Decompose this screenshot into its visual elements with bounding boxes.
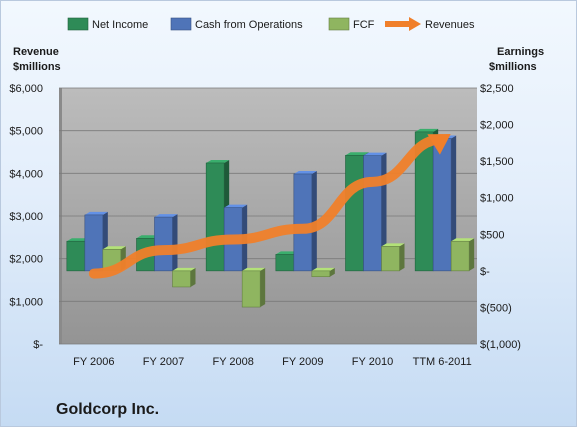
bar-fcf — [241, 270, 261, 308]
left-tick-label: $6,000 — [9, 83, 43, 95]
revenues-arrowhead — [427, 133, 451, 155]
bar-side-cash-from-operations — [172, 214, 178, 271]
left-tick-label: $2,000 — [9, 254, 43, 266]
bar-top-net-income — [66, 238, 90, 242]
legend-label-net-income: Net Income — [92, 19, 148, 31]
bar-top-net-income — [136, 235, 160, 239]
left-tick-label: $5,000 — [9, 126, 43, 138]
category-label: FY 2007 — [143, 356, 184, 368]
bar-side-fcf — [329, 267, 335, 277]
bar-top-net-income — [415, 128, 439, 132]
bar-side-cash-from-operations — [311, 170, 317, 271]
left-tick-label: $3,000 — [9, 211, 43, 223]
bar-top-fcf — [102, 246, 126, 250]
bar-top-net-income — [206, 159, 230, 163]
bar-cash-from-operations — [84, 214, 104, 272]
right-tick-label: $1,500 — [480, 156, 514, 168]
chart-title: Goldcorp Inc. — [56, 401, 159, 418]
right-tick-label: $1,000 — [480, 193, 514, 205]
left-axis-label-line2: $millions — [13, 61, 61, 73]
bar-top-net-income — [345, 152, 369, 156]
bar-side-fcf — [399, 243, 405, 271]
left-tick-label: $1,000 — [9, 296, 43, 308]
category-label: FY 2008 — [212, 356, 253, 368]
legend-swatch-net-income — [67, 17, 89, 31]
category-label: FY 2009 — [282, 356, 323, 368]
bar-top-cash-from-operations — [363, 152, 387, 156]
bar-side-cash-from-operations — [451, 135, 457, 271]
left-tick-label: $- — [33, 339, 43, 351]
right-axis-label-line1: Earnings — [497, 46, 544, 58]
revenues-line — [88, 134, 448, 279]
bar-cash-from-operations — [154, 216, 173, 272]
bar-net-income — [66, 240, 86, 272]
bar-fcf — [172, 270, 191, 288]
right-axis-label-line2: $millions — [489, 61, 537, 73]
legend-label-revenues: Revenues — [425, 19, 475, 31]
legend-label-cash-from-operations: Cash from Operations — [195, 19, 303, 31]
bar-top-cash-from-operations — [293, 170, 317, 174]
bar-net-income — [205, 162, 225, 272]
bar-net-income — [345, 154, 364, 272]
bar-top-fcf — [381, 243, 405, 247]
bar-fcf — [450, 240, 470, 272]
category-label: FY 2006 — [73, 356, 114, 368]
bar-net-income — [275, 254, 295, 272]
category-label: FY 2010 — [352, 356, 393, 368]
bar-top-cash-from-operations — [154, 214, 178, 218]
bar-cash-from-operations — [363, 155, 382, 272]
right-tick-label: $2,000 — [480, 120, 514, 132]
right-tick-label: $(500) — [480, 302, 512, 314]
legend-swatch-fcf — [328, 17, 350, 31]
bar-cash-from-operations — [432, 138, 452, 272]
right-tick-label: $500 — [480, 229, 504, 241]
right-tick-label: $2,500 — [480, 83, 514, 95]
bar-side-fcf — [260, 267, 266, 308]
bar-top-cash-from-operations — [224, 204, 248, 208]
bar-top-fcf — [311, 267, 335, 271]
bar-fcf — [381, 246, 400, 272]
bar-top-net-income — [275, 251, 299, 255]
bar-top-fcf — [242, 267, 266, 271]
bar-top-fcf — [172, 267, 196, 271]
legend-arrow-icon — [409, 17, 421, 31]
right-tick-label: $- — [480, 266, 490, 278]
right-tick-label: $(1,000) — [480, 339, 521, 351]
category-label: TTM 6-2011 — [413, 356, 472, 368]
legend-swatch-cash-from-operations — [170, 17, 192, 31]
bar-top-cash-from-operations — [84, 211, 108, 215]
bar-top-fcf — [451, 238, 475, 242]
bar-side-fcf — [190, 267, 196, 287]
bar-side-fcf — [469, 238, 475, 271]
bar-fcf — [311, 270, 331, 278]
left-axis-label-line1: Revenue — [13, 46, 59, 58]
left-tick-label: $4,000 — [9, 168, 43, 180]
legend-label-fcf: FCF — [353, 19, 375, 31]
bar-cash-from-operations — [293, 173, 313, 272]
